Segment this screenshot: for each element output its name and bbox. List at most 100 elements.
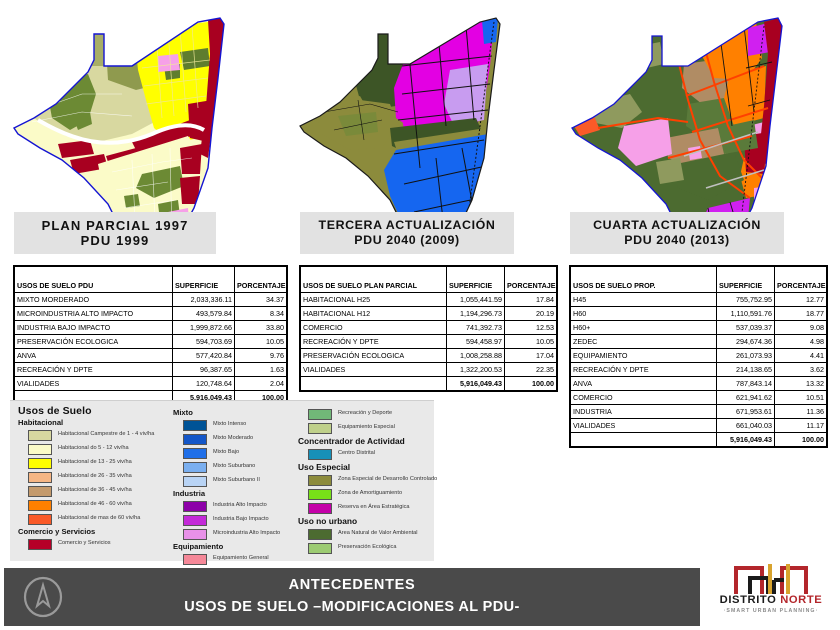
legend-item: Equipamiento Especial	[298, 421, 434, 435]
legend-column-2-body: Mixto Mixto Intenso Mixto Moderado Mixto Ba…	[173, 408, 298, 566]
cell-uso: MICROINDUSTRIA ALTO IMPACTO	[14, 305, 173, 321]
col-header-uso: USOS DE SUELO PLAN PARCIAL	[300, 266, 447, 293]
cell-porcentaje: 4.41	[774, 347, 827, 363]
legend-swatch-icon	[183, 475, 207, 487]
legend-item-label: Industria Bajo Impacto	[213, 516, 269, 523]
logo-word-1: DISTRITO	[719, 594, 777, 606]
cell-superficie: 1,322,200.53	[446, 361, 505, 377]
cell-superficie: 577,420.84	[172, 347, 235, 363]
col-header-superficie: SUPERFICIE	[716, 266, 775, 293]
legend-item: Habitacional de 13 - 25 viv/ha	[18, 456, 173, 470]
cell-total-label	[570, 431, 717, 447]
table-2-header: USOS DE SUELO PLAN PARCIAL SUPERFICIE PO…	[300, 266, 557, 293]
legend-group-heading: Concentrador de Actividad	[298, 436, 405, 446]
cell-uso: COMERCIO	[570, 389, 717, 405]
legend-item-label: Habitacional de 36 - 45 viv/ha	[58, 487, 132, 494]
cell-uso: PRESERVACIÓN ECOLOGICA	[300, 347, 447, 363]
legend-item-label: Centro Distrital	[338, 450, 375, 457]
legend-swatch-icon	[308, 448, 332, 460]
cell-porcentaje: 20.19	[504, 305, 557, 321]
legend-item: Mixto Bajo	[173, 446, 298, 460]
table-row: INDUSTRIA BAJO IMPACTO 1,999,872.66 33.80	[14, 319, 287, 335]
cell-porcentaje: 9.76	[234, 347, 287, 363]
cell-total-porcentaje: 100.00	[504, 375, 557, 391]
cell-porcentaje: 4.98	[774, 333, 827, 349]
map-3-title-line1: CUARTA ACTUALIZACIÓN	[593, 218, 761, 233]
legend-swatch-icon	[308, 408, 332, 420]
legend-column-1-body: Habitacional Habitacional Campestre de 1 …	[18, 418, 173, 551]
table-1-body: MIXTO MORDERADO 2,033,336.11 34.37 MICROIND…	[14, 291, 287, 405]
cell-superficie: 755,752.95	[716, 291, 775, 307]
cell-porcentaje: 3.62	[774, 361, 827, 377]
cell-porcentaje: 18.77	[774, 305, 827, 321]
legend-item: Mixto Suburbano II	[173, 474, 298, 488]
cell-superficie: 787,843.14	[716, 375, 775, 391]
col-header-porcentaje: PORCENTAJE	[234, 266, 287, 293]
legend-swatch-icon	[28, 457, 52, 469]
table-row: COMERCIO 621,941.62 10.51	[570, 389, 827, 405]
map-plan-parcial-1997	[12, 8, 280, 258]
map-cuarta-actualizacion	[568, 8, 836, 258]
cell-uso: INDUSTRIA BAJO IMPACTO	[14, 319, 173, 335]
cell-uso: EQUIPAMIENTO	[570, 347, 717, 363]
table-row: H60 1,110,591.76 18.77	[570, 305, 827, 321]
legend-group-heading: Comercio y Servicios	[18, 527, 96, 536]
legend-item: Reserva en Área Estratégica	[298, 501, 434, 515]
logo-word-2: NORTE	[780, 594, 823, 606]
cell-uso: MIXTO MORDERADO	[14, 291, 173, 307]
cell-superficie: 671,953.61	[716, 403, 775, 419]
banner-line2: USOS DE SUELO –MODIFICACIONES AL PDU-	[184, 599, 520, 615]
legend-group-heading: Equipamiento	[173, 542, 224, 551]
compass-icon	[23, 576, 63, 618]
cell-porcentaje: 10.05	[504, 333, 557, 349]
table-row: INDUSTRIA 671,953.61 11.36	[570, 403, 827, 419]
cell-superficie: 1,110,591.76	[716, 305, 775, 321]
legend-item: Zona de Amortiguamiento	[298, 487, 434, 501]
cell-superficie: 594,458.97	[446, 333, 505, 349]
legend-item-label: Mixto Suburbano II	[213, 477, 260, 484]
cell-porcentaje: 17.04	[504, 347, 557, 363]
legend-item-label: Habitacional de 46 - 60 viv/ha	[58, 501, 132, 508]
legend-swatch-icon	[28, 513, 52, 525]
cell-total-superficie: 5,916,049.43	[446, 375, 505, 391]
distrito-norte-logo-icon	[734, 564, 808, 594]
legend-swatch-icon	[308, 542, 332, 554]
legend-swatch-icon	[28, 443, 52, 455]
table-row: PRESERVACIÓN ECOLOGICA 594,703.69 10.05	[14, 333, 287, 349]
col-header-superficie: SUPERFICIE	[446, 266, 505, 293]
cell-superficie: 1,194,296.73	[446, 305, 505, 321]
legend-swatch-icon	[28, 485, 52, 497]
map-2-title-line2: PDU 2040 (2009)	[354, 233, 460, 247]
legend-column-1: Usos de Suelo Habitacional Habitacional C…	[18, 401, 173, 551]
cell-uso: H45	[570, 291, 717, 307]
cell-porcentaje: 11.36	[774, 403, 827, 419]
map-2-title-line1: TERCERA ACTUALIZACIÓN	[318, 218, 496, 233]
legend-item-label: Area Natural de Valor Ambiental	[338, 530, 418, 537]
banner-line1: ANTECEDENTES	[288, 577, 416, 593]
legend-item-label: Habitacional de 26 - 35 viv/ha	[58, 473, 132, 480]
cell-superficie: 96,387.65	[172, 361, 235, 377]
legend-swatch-icon	[183, 514, 207, 526]
cell-uso: VIALIDADES	[300, 361, 447, 377]
legend-item-label: Comercio y Servicios	[58, 540, 111, 547]
legend-item: Habitacional do 5 - 12 viv/ha	[18, 442, 173, 456]
cell-superficie: 120,748.64	[172, 375, 235, 391]
legend-item: Equipamiento General	[173, 552, 298, 566]
legend-swatch-icon	[28, 499, 52, 511]
col-header-uso: USOS DE SUELO PDU	[14, 266, 173, 293]
cell-total-superficie: 5,916,049.43	[716, 431, 775, 447]
cell-porcentaje: 33.80	[234, 319, 287, 335]
legend-item: Industria Bajo Impacto	[173, 513, 298, 527]
legend-item: Mixto Intenso	[173, 418, 298, 432]
cell-porcentaje: 2.04	[234, 375, 287, 391]
cell-uso: VIALIDADES	[14, 375, 173, 391]
table-row: MIXTO MORDERADO 2,033,336.11 34.37	[14, 291, 287, 307]
table-header-row: USOS DE SUELO PROP. SUPERFICIE PORCENTAJ…	[570, 266, 827, 293]
cell-uso: RECREACIÓN Y DPTE	[300, 333, 447, 349]
map-1-title-line2: PDU 1999	[80, 233, 150, 248]
legend-item-label: Habitacional de 13 - 25 viv/ha	[58, 459, 132, 466]
legend-swatch-icon	[183, 461, 207, 473]
legend-item: Microindustria Alto Impacto	[173, 527, 298, 541]
table-row: MICROINDUSTRIA ALTO IMPACTO 493,579.84 8.3…	[14, 305, 287, 321]
